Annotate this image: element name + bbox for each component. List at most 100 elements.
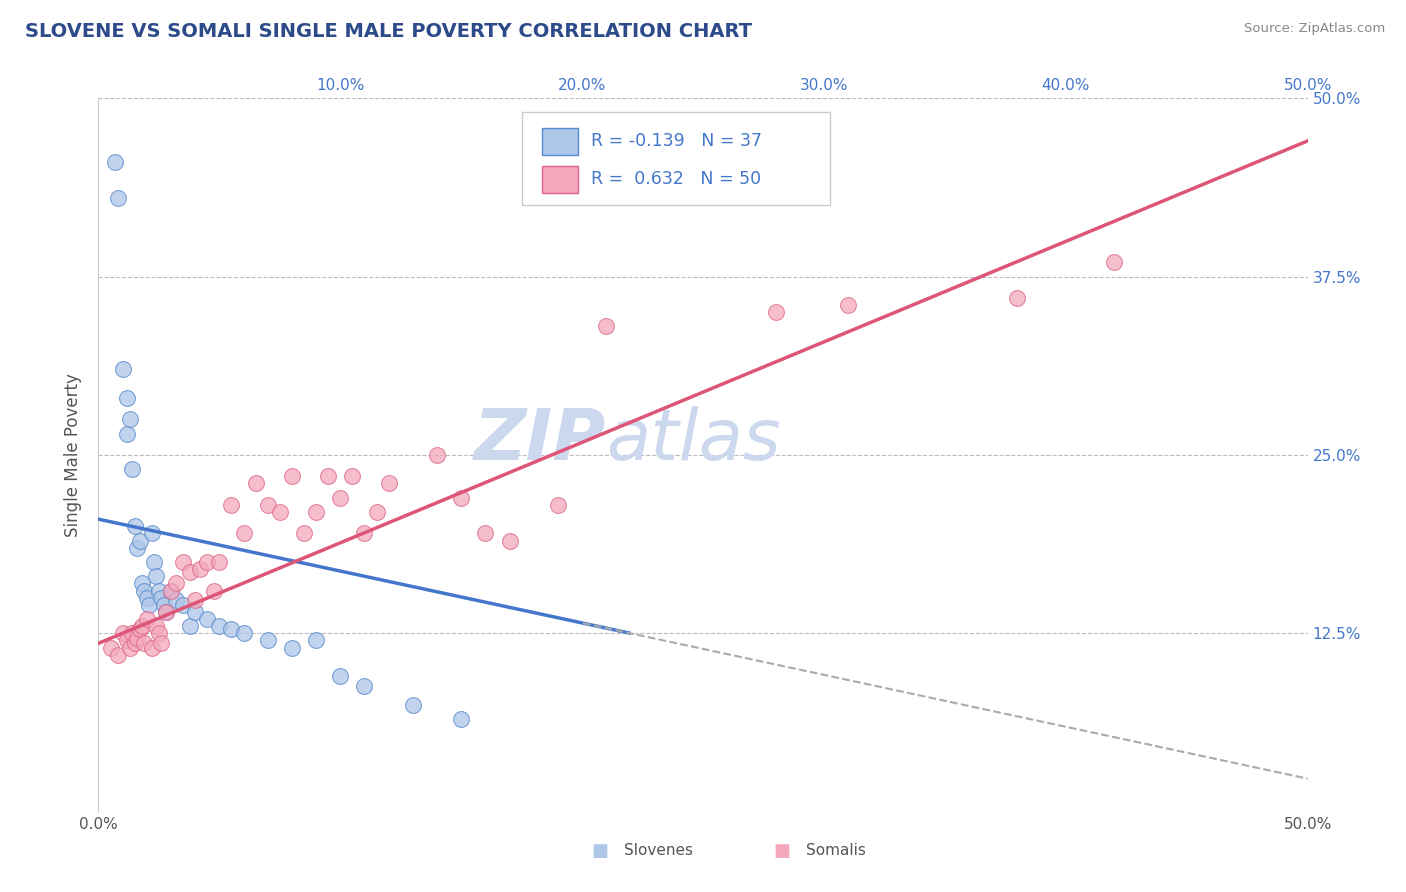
Point <box>117 633 139 648</box>
Point <box>121 462 143 476</box>
Bar <box>543 128 578 155</box>
Point <box>547 498 569 512</box>
Point <box>141 640 163 655</box>
Point <box>143 555 166 569</box>
Point <box>184 605 207 619</box>
Point <box>124 636 146 650</box>
Point <box>281 469 304 483</box>
Point <box>118 412 141 426</box>
Point <box>221 498 243 512</box>
Point <box>107 648 129 662</box>
Point <box>145 619 167 633</box>
Point <box>127 541 149 555</box>
Point <box>179 565 201 579</box>
Point <box>127 631 149 645</box>
Point <box>329 491 352 505</box>
Point <box>281 640 304 655</box>
Point <box>117 391 139 405</box>
Point <box>208 555 231 569</box>
Y-axis label: Single Male Poverty: Single Male Poverty <box>65 373 83 537</box>
Point <box>155 605 177 619</box>
Point <box>1102 255 1125 269</box>
Point <box>160 583 183 598</box>
Point <box>138 598 160 612</box>
Point <box>269 505 291 519</box>
Point <box>150 591 173 605</box>
Point <box>426 448 449 462</box>
Point <box>131 576 153 591</box>
Point <box>450 712 472 726</box>
Point <box>134 583 156 598</box>
Point <box>188 562 211 576</box>
Text: Somalis: Somalis <box>806 844 866 858</box>
Point <box>141 526 163 541</box>
Point <box>100 640 122 655</box>
Point <box>145 569 167 583</box>
Point <box>150 636 173 650</box>
Point <box>134 636 156 650</box>
Point <box>595 319 617 334</box>
Point <box>353 526 375 541</box>
Point <box>316 469 339 483</box>
Text: ZIP: ZIP <box>474 406 606 475</box>
Text: Source: ZipAtlas.com: Source: ZipAtlas.com <box>1244 22 1385 36</box>
Point <box>121 626 143 640</box>
Text: SLOVENE VS SOMALI SINGLE MALE POVERTY CORRELATION CHART: SLOVENE VS SOMALI SINGLE MALE POVERTY CO… <box>25 22 752 41</box>
Point <box>195 555 218 569</box>
Point <box>292 526 315 541</box>
Point <box>474 526 496 541</box>
Point <box>232 626 254 640</box>
Point <box>353 679 375 693</box>
Point <box>124 519 146 533</box>
Point <box>342 469 364 483</box>
Point <box>152 598 174 612</box>
Point <box>111 626 134 640</box>
Point <box>204 583 226 598</box>
Point <box>208 619 231 633</box>
Point <box>377 476 399 491</box>
Text: ■: ■ <box>773 842 790 860</box>
Point <box>256 633 278 648</box>
Text: Slovenes: Slovenes <box>624 844 693 858</box>
Point <box>165 593 187 607</box>
Point <box>148 583 170 598</box>
Bar <box>543 166 578 193</box>
Point <box>184 593 207 607</box>
Point <box>366 505 388 519</box>
Point <box>160 583 183 598</box>
Text: atlas: atlas <box>606 406 780 475</box>
Text: ■: ■ <box>592 842 609 860</box>
Point <box>221 622 243 636</box>
Point <box>256 498 278 512</box>
Point <box>172 555 194 569</box>
Point <box>135 591 157 605</box>
Point <box>135 612 157 626</box>
Point <box>118 640 141 655</box>
Point <box>837 298 859 312</box>
Point <box>765 305 787 319</box>
Point <box>305 633 328 648</box>
Point <box>172 598 194 612</box>
Text: R =  0.632   N = 50: R = 0.632 N = 50 <box>591 169 761 187</box>
Point <box>1007 291 1029 305</box>
Point <box>117 426 139 441</box>
Point <box>111 362 134 376</box>
Point <box>128 533 150 548</box>
Point <box>232 526 254 541</box>
Point <box>450 491 472 505</box>
FancyBboxPatch shape <box>522 112 830 205</box>
Point <box>329 669 352 683</box>
Point <box>402 698 425 712</box>
Point <box>498 533 520 548</box>
Point <box>155 605 177 619</box>
Text: R = -0.139   N = 37: R = -0.139 N = 37 <box>591 132 762 150</box>
Point <box>128 622 150 636</box>
Point <box>107 191 129 205</box>
Point <box>104 155 127 169</box>
Point <box>195 612 218 626</box>
Point <box>165 576 187 591</box>
Point <box>305 505 328 519</box>
Point <box>245 476 267 491</box>
Point <box>179 619 201 633</box>
Point <box>131 619 153 633</box>
